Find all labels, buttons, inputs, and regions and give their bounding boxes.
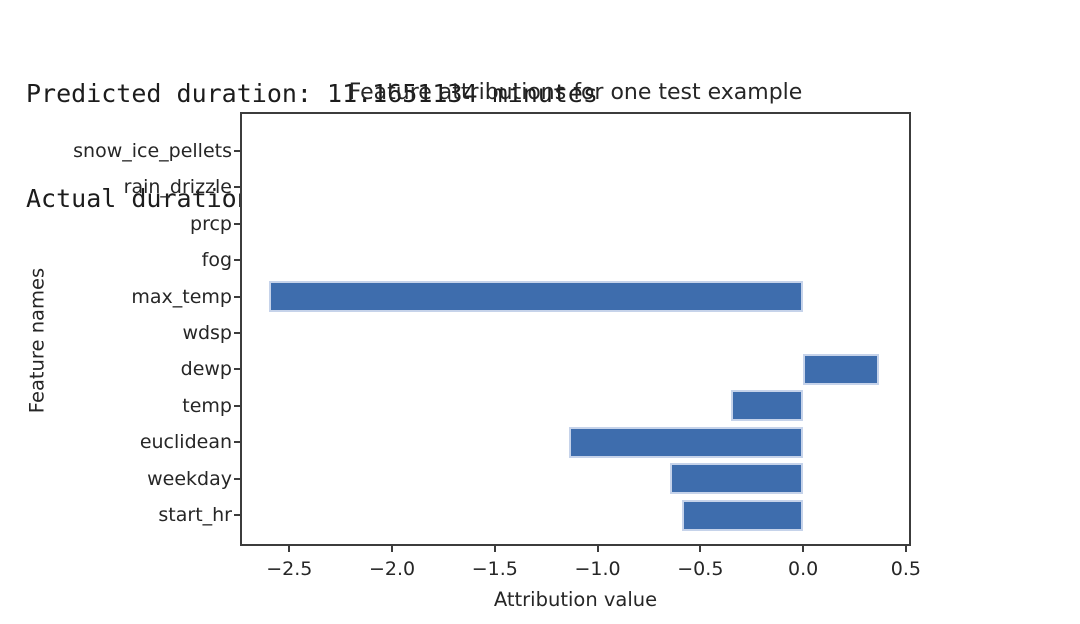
x-tick-mark [904, 546, 907, 552]
bar-dewp [803, 353, 880, 385]
x-tick-label: −2.5 [266, 558, 313, 580]
x-tick-mark [391, 546, 394, 552]
y-tick-mark [234, 404, 240, 407]
y-tick-mark [234, 295, 240, 298]
x-tick-label: 0.0 [787, 558, 819, 580]
x-tick-mark [802, 546, 805, 552]
x-tick-label: −1.5 [471, 558, 518, 580]
y-tick-label-prcp: prcp [190, 212, 232, 235]
y-tick-label-euclidean: euclidean [139, 431, 232, 454]
x-tick-label: −0.5 [677, 558, 724, 580]
bar-temp [731, 390, 804, 422]
y-tick-mark [234, 514, 240, 516]
bar-euclidean [568, 426, 804, 458]
x-tick-label: −1.0 [574, 558, 621, 580]
chart-title: Feature attributions for one test exampl… [348, 80, 803, 105]
bar-start_hr [681, 499, 804, 531]
y-axis-label: Feature names [25, 267, 49, 414]
y-tick-mark [234, 259, 240, 262]
predicted-duration-line: Predicted duration: 11.1651134 minutes [26, 79, 598, 108]
x-tick-mark [596, 546, 599, 552]
y-tick-mark [234, 477, 240, 480]
bar-max_temp [268, 281, 804, 313]
y-tick-label-weekday: weekday [147, 467, 232, 490]
x-tick-label: 0.5 [890, 558, 921, 580]
y-tick-label-rain_drizzle: rain_drizzle [123, 176, 232, 199]
y-tick-label-start_hr: start_hr [158, 504, 232, 526]
y-tick-mark [234, 332, 240, 334]
y-tick-label-temp: temp [182, 394, 232, 417]
x-tick-mark [288, 546, 291, 552]
plot-area [240, 112, 911, 546]
y-tick-mark [234, 150, 240, 152]
y-tick-mark [234, 222, 240, 225]
x-tick-mark [699, 546, 702, 552]
y-tick-mark [234, 441, 240, 444]
x-axis-label: Attribution value [493, 588, 658, 611]
y-tick-label-dewp: dewp [180, 358, 232, 381]
y-tick-label-wdsp: wdsp [182, 322, 232, 344]
y-tick-label-snow_ice_pellets: snow_ice_pellets [73, 140, 232, 162]
x-tick-mark [493, 546, 496, 552]
x-tick-label: −2.0 [369, 558, 416, 580]
y-tick-label-fog: fog [201, 249, 232, 272]
y-tick-mark [234, 368, 240, 371]
bar-weekday [669, 463, 804, 495]
y-tick-mark [234, 186, 240, 189]
y-tick-label-max_temp: max_temp [131, 285, 232, 308]
